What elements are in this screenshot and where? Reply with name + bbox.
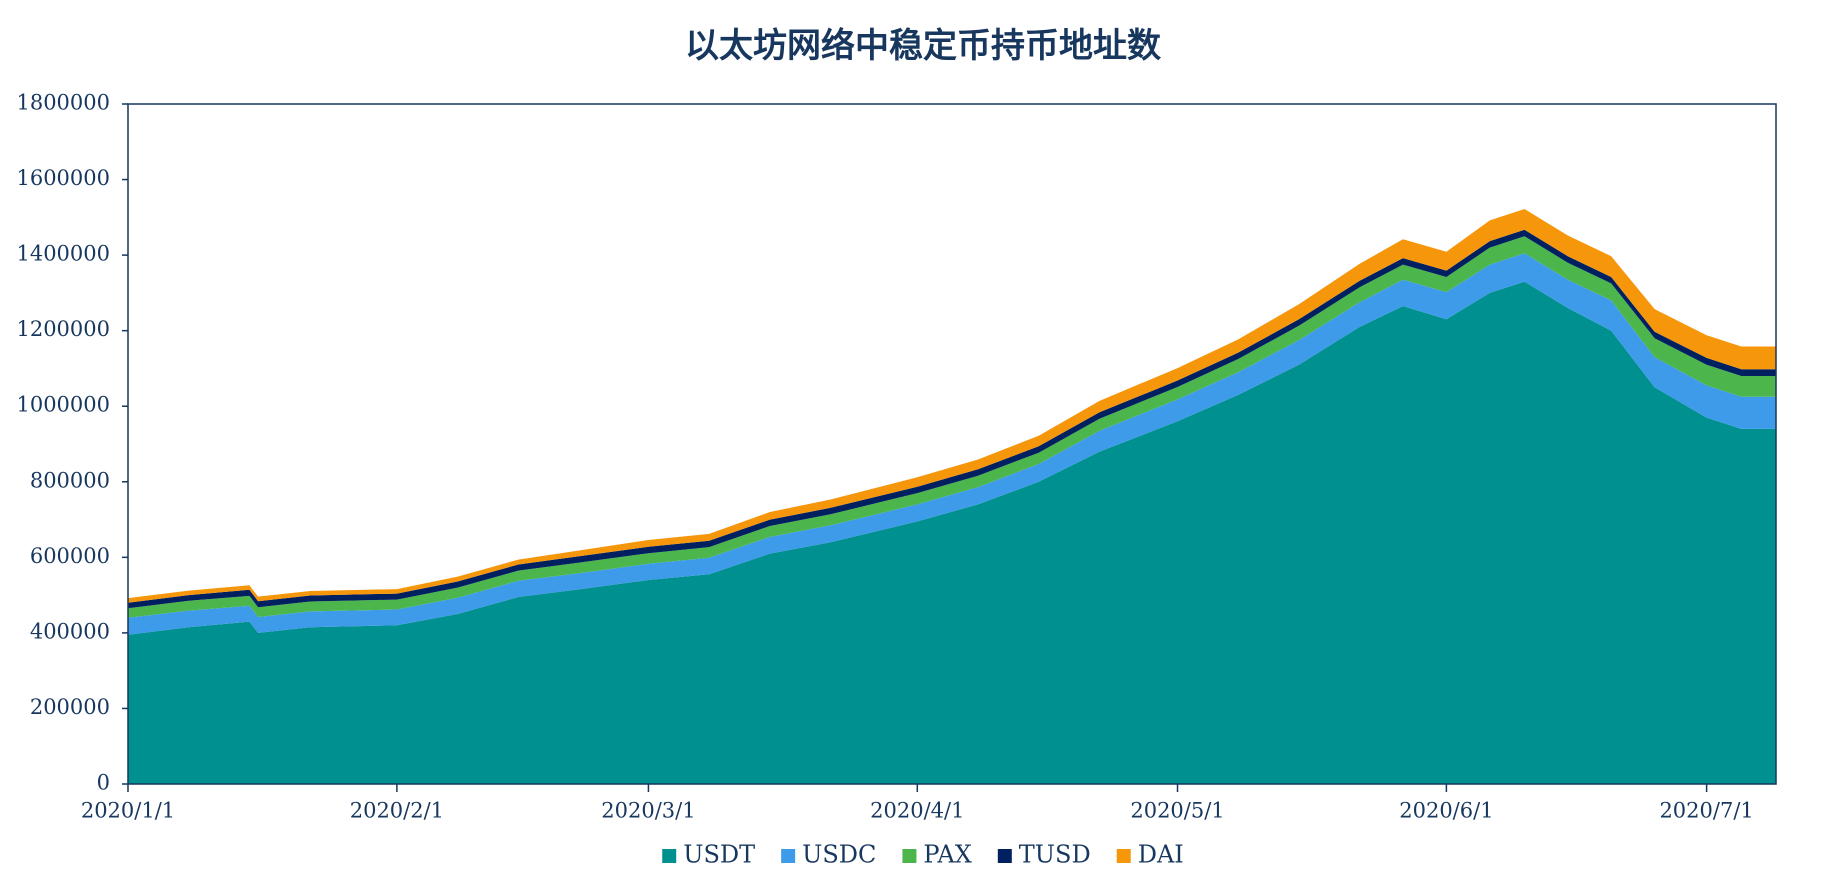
y-tick-label: 1400000 (16, 242, 110, 266)
y-tick-label: 1200000 (16, 317, 110, 341)
y-tick-label: 1000000 (16, 393, 110, 417)
y-tick-label: 800000 (30, 468, 110, 492)
legend-item-usdc: USDC (781, 841, 876, 869)
legend-item-tusd: TUSD (997, 841, 1091, 869)
legend: USDT USDC PAX TUSD DAI (662, 841, 1184, 869)
legend-label: USDT (683, 841, 755, 869)
y-tick-label: 200000 (30, 695, 110, 719)
legend-swatch (781, 849, 796, 863)
legend-swatch (662, 849, 677, 863)
legend-item-pax: PAX (902, 841, 972, 869)
y-tick-label: 0 (97, 771, 110, 795)
x-tick-label: 2020/2/1 (350, 799, 444, 823)
x-tick-label: 2020/4/1 (870, 799, 964, 823)
legend-item-usdt: USDT (662, 841, 755, 869)
legend-swatch (997, 849, 1012, 863)
legend-label: PAX (923, 841, 971, 869)
chart-title: 以太坊网络中稳定币持币地址数 (685, 26, 1161, 66)
legend-item-dai: DAI (1116, 841, 1184, 869)
x-tick-label: 2020/3/1 (601, 799, 695, 823)
y-tick-label: 400000 (30, 619, 110, 643)
x-tick-label: 2020/6/1 (1399, 799, 1493, 823)
x-axis: 2020/1/1 2020/2/1 2020/3/1 2020/4/1 2020/5/1… (81, 784, 1754, 823)
area-usdt (128, 281, 1776, 784)
legend-swatch (1116, 849, 1131, 863)
legend-label: USDC (802, 841, 876, 869)
y-axis: 0 200000 400000 600000 800000 1000000 1200000 1… (16, 91, 128, 795)
legend-swatch (902, 849, 917, 863)
legend-label: TUSD (1019, 841, 1091, 869)
y-tick-label: 600000 (30, 544, 110, 568)
legend-label: DAI (1138, 841, 1184, 869)
y-tick-label: 1600000 (16, 166, 110, 190)
x-tick-label: 2020/5/1 (1130, 799, 1224, 823)
area-layers (128, 209, 1776, 784)
x-tick-label: 2020/7/1 (1659, 799, 1753, 823)
plot-frame (127, 103, 1777, 785)
y-tick-label: 1800000 (16, 91, 110, 115)
x-tick-label: 2020/1/1 (81, 799, 175, 823)
